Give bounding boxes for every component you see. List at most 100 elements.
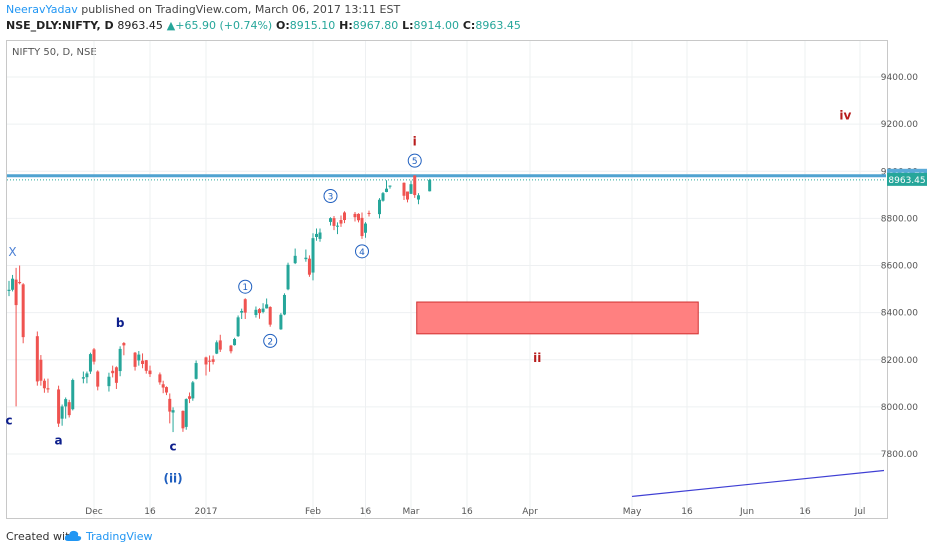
candle-body <box>71 380 75 410</box>
x-tick-label: Apr <box>522 507 538 517</box>
candle-body <box>64 399 68 407</box>
wave-count-circle <box>407 153 422 168</box>
candle-body <box>385 188 388 192</box>
y-tick-label: 8200.00 <box>881 356 918 366</box>
candle-body <box>416 195 420 200</box>
wave-count-circle <box>263 333 278 348</box>
candle-body <box>367 212 371 214</box>
candle-body <box>240 310 244 313</box>
wave-label: a <box>55 434 63 448</box>
candle-body <box>85 373 89 378</box>
wave-label: (ii) <box>163 471 182 485</box>
candle-body <box>215 342 219 354</box>
candle-body <box>96 371 100 387</box>
tradingview-brand-link[interactable]: TradingView <box>86 530 153 543</box>
candle-body <box>14 279 18 306</box>
candle-body <box>11 278 15 290</box>
wave-count-label: 5 <box>412 157 418 167</box>
up-arrow-icon: ▲ <box>166 19 176 32</box>
candle-body <box>339 220 343 224</box>
chart-area[interactable] <box>6 40 888 519</box>
wave-count-circle <box>355 244 369 259</box>
candle-body <box>144 360 148 371</box>
x-tick-label: 16 <box>461 507 473 517</box>
close-label: C: <box>462 19 476 32</box>
y-tick-label: 8400.00 <box>881 309 918 319</box>
candle-body <box>360 217 364 237</box>
candle-body <box>7 289 11 291</box>
wave-label: b <box>116 316 125 330</box>
candle-body <box>311 238 315 273</box>
candle-body <box>107 376 111 387</box>
y-tick-label: 8600.00 <box>881 262 918 272</box>
last-price-label-bg <box>887 172 927 186</box>
candle-body <box>81 377 85 379</box>
x-tick-label: Mar <box>403 507 420 517</box>
x-tick-label: 16 <box>144 507 156 517</box>
x-tick-label: Jun <box>739 507 754 517</box>
wave-count-label: 2 <box>267 337 273 347</box>
candle-body <box>194 363 198 379</box>
candle-body <box>92 349 96 362</box>
y-tick-label: 8000.00 <box>881 403 918 413</box>
last-price: 8963.45 <box>117 19 163 32</box>
candle-body <box>164 387 168 393</box>
candle-body <box>67 402 71 416</box>
price-change: +65.90 (+0.74%) <box>175 19 273 32</box>
high-value: 8967.80 <box>352 19 399 32</box>
symbol-label: NSE_DLY:NIFTY, D <box>6 19 114 32</box>
candle-body <box>171 410 175 413</box>
candle-body <box>243 299 247 313</box>
chart-title: NIFTY 50, D, NSE <box>12 47 97 58</box>
open-value: 8915.10 <box>289 19 336 32</box>
wave-count-circle <box>323 188 338 203</box>
candle-body <box>254 309 258 315</box>
candle-body <box>181 410 185 429</box>
candle-body <box>293 255 297 264</box>
wave-count-label: 1 <box>242 283 248 293</box>
high-label: H: <box>339 19 353 32</box>
candle-body <box>42 380 46 389</box>
candle-body <box>18 281 22 284</box>
candle-body <box>88 354 92 372</box>
candle-body <box>60 406 64 419</box>
symbol-quote: NSE_DLY:NIFTY, D 8963.45 ▲+65.90 (+0.74%… <box>6 19 521 32</box>
close-value: 8963.45 <box>475 19 521 32</box>
candle-body <box>304 257 308 260</box>
created-with-text: Created with <box>6 530 77 543</box>
candle-body <box>315 233 318 237</box>
candle-body <box>406 191 409 200</box>
candle-body <box>122 343 126 346</box>
publish-text: published on TradingView.com, March 06, … <box>77 3 401 16</box>
wave-count-label: 4 <box>359 248 365 258</box>
candle-body <box>158 374 162 383</box>
open-label: O: <box>276 19 290 32</box>
x-tick-label: 16 <box>799 507 811 517</box>
y-tick-label: 7800.00 <box>881 450 918 460</box>
candle-body <box>353 213 357 218</box>
candle-body <box>268 306 272 325</box>
candle-body <box>21 284 25 338</box>
x-tick-label: May <box>623 507 642 517</box>
candle-body <box>318 232 322 239</box>
x-tick-label: 16 <box>360 507 372 517</box>
candle-body <box>343 212 346 221</box>
x-tick-label: Jul <box>854 507 866 517</box>
candle-body <box>332 218 336 226</box>
candle-body <box>413 175 417 196</box>
candle-body <box>233 339 237 346</box>
candle-body <box>357 213 360 221</box>
candle-body <box>282 294 286 315</box>
candle-body <box>57 389 61 424</box>
candle-body <box>161 384 165 388</box>
candle-body <box>148 370 152 375</box>
candle-body <box>402 182 406 196</box>
x-tick-label: Dec <box>85 507 102 517</box>
wave-label: i <box>413 134 417 148</box>
candle-body <box>236 317 240 337</box>
author-link[interactable]: NeeravYadav <box>6 3 78 16</box>
candle-body <box>388 185 392 187</box>
candle-body <box>229 345 233 352</box>
candle-body <box>184 399 188 427</box>
